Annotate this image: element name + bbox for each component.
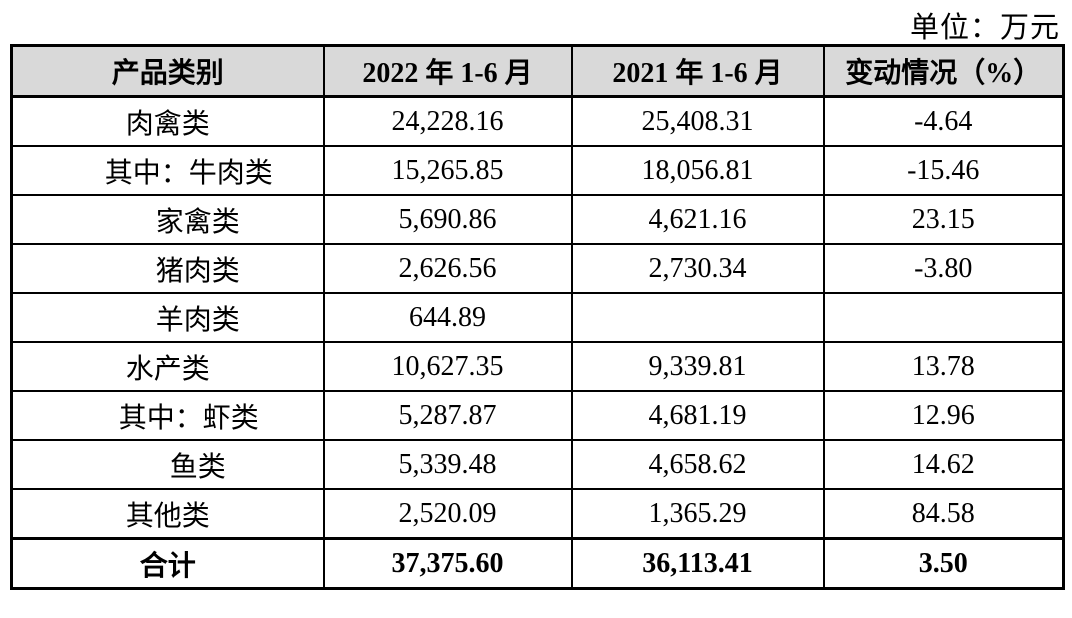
value-2021-cell: 4,681.19 [570, 390, 825, 441]
header-2022-h1: 2022 年 1-6 月 [322, 44, 573, 98]
category-cell: 羊肉类 [10, 292, 325, 343]
category-cell: 肉禽类 [10, 95, 325, 147]
change-cell: -3.80 [822, 243, 1065, 294]
change-cell: -4.64 [822, 95, 1065, 147]
value-2021-cell: 9,339.81 [570, 341, 825, 392]
category-cell: 鱼类 [10, 439, 325, 490]
category-cell: 家禽类 [10, 194, 325, 245]
row-meat-poultry: 肉禽类 24,228.16 25,408.31 -4.64 [10, 95, 1065, 147]
row-poultry: 家禽类 5,690.86 4,621.16 23.15 [10, 194, 1065, 245]
row-beef: 其中：牛肉类 15,265.85 18,056.81 -15.46 [10, 145, 1065, 196]
value-2022-cell: 15,265.85 [322, 145, 573, 196]
value-2021-cell: 1,365.29 [570, 488, 825, 540]
category-cell: 猪肉类 [10, 243, 325, 294]
category-cell: 其他类 [10, 488, 325, 540]
change-cell: -15.46 [822, 145, 1065, 196]
category-cell: 其中：虾类 [10, 390, 325, 441]
row-mutton: 羊肉类 644.89 [10, 292, 1065, 343]
row-aquatic: 水产类 10,627.35 9,339.81 13.78 [10, 341, 1065, 392]
category-cell: 水产类 [10, 341, 325, 392]
row-fish: 鱼类 5,339.48 4,658.62 14.62 [10, 439, 1065, 490]
table-body: 肉禽类 24,228.16 25,408.31 -4.64 其中：牛肉类 15,… [10, 95, 1065, 590]
change-cell [822, 292, 1065, 343]
value-2022-cell: 37,375.60 [322, 537, 573, 590]
value-2022-cell: 10,627.35 [322, 341, 573, 392]
value-2022-cell: 644.89 [322, 292, 573, 343]
value-2021-cell: 36,113.41 [570, 537, 825, 590]
change-cell: 12.96 [822, 390, 1065, 441]
change-cell: 84.58 [822, 488, 1065, 540]
value-2022-cell: 2,626.56 [322, 243, 573, 294]
change-cell: 13.78 [822, 341, 1065, 392]
value-2022-cell: 24,228.16 [322, 95, 573, 147]
value-2021-cell: 4,658.62 [570, 439, 825, 490]
row-pork: 猪肉类 2,626.56 2,730.34 -3.80 [10, 243, 1065, 294]
header-row: 产品类别 2022 年 1-6 月 2021 年 1-6 月 变动情况（%） [10, 44, 1065, 98]
value-2021-cell: 18,056.81 [570, 145, 825, 196]
row-total: 合计 37,375.60 36,113.41 3.50 [10, 537, 1065, 590]
category-cell: 合计 [10, 537, 325, 590]
value-2021-cell: 4,621.16 [570, 194, 825, 245]
table-header: 产品类别 2022 年 1-6 月 2021 年 1-6 月 变动情况（%） [10, 44, 1065, 98]
value-2022-cell: 5,690.86 [322, 194, 573, 245]
row-other: 其他类 2,520.09 1,365.29 84.58 [10, 488, 1065, 540]
value-2022-cell: 2,520.09 [322, 488, 573, 540]
header-2021-h1: 2021 年 1-6 月 [570, 44, 825, 98]
change-cell: 23.15 [822, 194, 1065, 245]
value-2022-cell: 5,287.87 [322, 390, 573, 441]
change-cell: 14.62 [822, 439, 1065, 490]
value-2021-cell: 25,408.31 [570, 95, 825, 147]
header-product-category: 产品类别 [10, 44, 325, 98]
unit-label: 单位：万元 [909, 12, 1060, 44]
row-shrimp: 其中：虾类 5,287.87 4,681.19 12.96 [10, 390, 1065, 441]
value-2021-cell [570, 292, 825, 343]
value-2022-cell: 5,339.48 [322, 439, 573, 490]
value-2021-cell: 2,730.34 [570, 243, 825, 294]
product-category-table: 产品类别 2022 年 1-6 月 2021 年 1-6 月 变动情况（%） 肉… [10, 44, 1065, 590]
change-cell: 3.50 [822, 537, 1065, 590]
header-change-percent: 变动情况（%） [822, 44, 1065, 98]
category-cell: 其中：牛肉类 [10, 145, 325, 196]
